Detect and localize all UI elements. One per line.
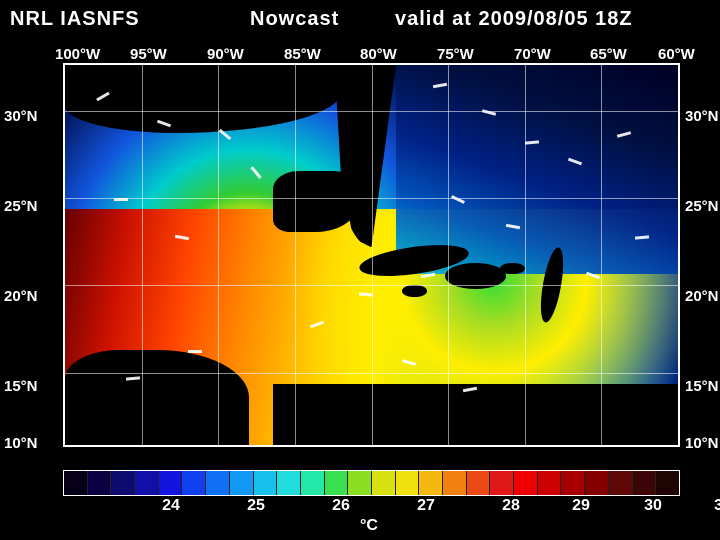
lat-tick-left-25n: 25°N	[4, 198, 38, 215]
land-gulf-coast	[65, 65, 341, 133]
colorbar-cell-2	[111, 471, 135, 495]
colorbar-tick-29: 29	[572, 497, 590, 515]
lat-tick-right-15n: 15°N	[685, 378, 719, 395]
lon-tick-80w: 80°W	[360, 46, 397, 63]
colorbar-cell-12	[348, 471, 372, 495]
lon-tick-85w: 85°W	[284, 46, 321, 63]
colorbar-cell-21	[561, 471, 585, 495]
colorbar-unit-label: °C	[360, 517, 378, 535]
lon-tick-95w: 95°W	[130, 46, 167, 63]
colorbar-cell-20	[538, 471, 562, 495]
lat-tick-right-25n: 25°N	[685, 198, 719, 215]
lat-tick-left-10n: 10°N	[4, 435, 38, 452]
colorbar-cell-23	[609, 471, 633, 495]
land-yucatan	[273, 171, 359, 232]
wind-barb	[188, 350, 202, 353]
colorbar-tick-25: 25	[247, 497, 265, 515]
colorbar-cell-24	[633, 471, 657, 495]
lat-tick-left-30n: 30°N	[4, 108, 38, 125]
gridline-lon-80	[372, 65, 373, 447]
colorbar-tick-24: 24	[162, 497, 180, 515]
wind-barb	[114, 198, 128, 201]
colorbar-cell-4	[159, 471, 183, 495]
colorbar-cell-5	[182, 471, 206, 495]
lon-tick-100w: 100°W	[55, 46, 100, 63]
gridline-lon-75	[448, 65, 449, 447]
lat-tick-right-10n: 10°N	[685, 435, 719, 452]
land-jamaica	[402, 285, 427, 296]
colorbar-cell-16	[443, 471, 467, 495]
gridline-lon-70	[525, 65, 526, 447]
colorbar-cell-11	[325, 471, 349, 495]
mode-label: Nowcast	[250, 8, 339, 31]
lon-tick-90w: 90°W	[207, 46, 244, 63]
gridline-lat-30	[65, 111, 680, 112]
sst-map[interactable]: T100	[63, 63, 680, 447]
colorbar-ticks: 24 25 26 27 28 29 30 31	[63, 497, 680, 517]
colorbar-cell-6	[206, 471, 230, 495]
wind-barb	[250, 167, 261, 180]
colorbar-cell-14	[396, 471, 420, 495]
land-south-america	[273, 384, 678, 445]
colorbar-cell-13	[372, 471, 396, 495]
lon-tick-65w: 65°W	[590, 46, 627, 63]
source-label: NRL IASNFS	[10, 8, 140, 31]
colorbar[interactable]	[63, 470, 680, 496]
colorbar-cell-1	[88, 471, 112, 495]
colorbar-cell-19	[514, 471, 538, 495]
colorbar-cell-22	[585, 471, 609, 495]
gridline-lat-20	[65, 285, 680, 286]
colorbar-cell-8	[254, 471, 278, 495]
colorbar-tick-30: 30	[644, 497, 662, 515]
colorbar-cell-0	[64, 471, 88, 495]
land-mexico-south	[65, 350, 249, 445]
colorbar-cell-9	[277, 471, 301, 495]
lat-tick-right-30n: 30°N	[685, 108, 719, 125]
colorbar-cell-15	[419, 471, 443, 495]
colorbar-tick-31: 31	[714, 497, 720, 515]
header-bar: NRL IASNFS Nowcast valid at 2009/08/05 1…	[0, 6, 720, 32]
lon-tick-75w: 75°W	[437, 46, 474, 63]
lon-tick-70w: 70°W	[514, 46, 551, 63]
atlantic-cool-layer	[396, 65, 678, 274]
colorbar-cell-25	[656, 471, 679, 495]
lat-tick-left-20n: 20°N	[4, 288, 38, 305]
root-container: NRL IASNFS Nowcast valid at 2009/08/05 1…	[0, 0, 720, 540]
colorbar-tick-27: 27	[417, 497, 435, 515]
colorbar-tick-26: 26	[332, 497, 350, 515]
gridline-lon-65	[601, 65, 602, 447]
gridline-lon-90	[218, 65, 219, 447]
gridline-lon-95	[142, 65, 143, 447]
lat-tick-left-15n: 15°N	[4, 378, 38, 395]
valid-datetime-label: valid at 2009/08/05 18Z	[395, 8, 633, 31]
lat-tick-right-20n: 20°N	[685, 288, 719, 305]
colorbar-cell-10	[301, 471, 325, 495]
land-puerto-rico	[500, 263, 525, 274]
colorbar-cell-3	[135, 471, 159, 495]
colorbar-cell-7	[230, 471, 254, 495]
colorbar-cell-18	[490, 471, 514, 495]
gridline-lon-85	[295, 65, 296, 447]
gridline-lat-25	[65, 198, 680, 199]
colorbar-tick-28: 28	[502, 497, 520, 515]
gridline-lat-15	[65, 373, 680, 374]
colorbar-cell-17	[467, 471, 491, 495]
lon-tick-60w: 60°W	[658, 46, 695, 63]
